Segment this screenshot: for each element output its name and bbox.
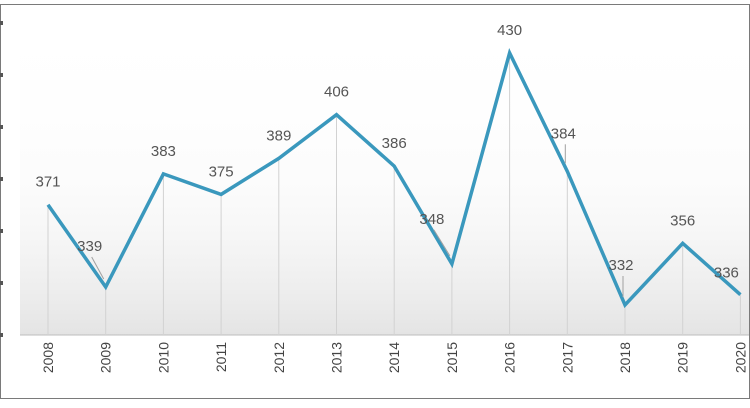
plot-area bbox=[20, 5, 749, 335]
x-tick-label: 2020 bbox=[732, 342, 748, 373]
left-tick-mark bbox=[0, 229, 3, 233]
x-tick-label: 2017 bbox=[559, 342, 575, 373]
x-tick-label: 2012 bbox=[271, 342, 287, 373]
data-label: 386 bbox=[382, 135, 407, 152]
x-axis-tick-labels: 2008 2009 2010 2011 2012 2013 2014 2015 2016 2017… bbox=[40, 342, 748, 373]
label-leader-line bbox=[433, 229, 451, 257]
data-label: 389 bbox=[266, 127, 291, 144]
x-tick-label: 2015 bbox=[444, 342, 460, 373]
data-label: 332 bbox=[608, 257, 633, 274]
x-tick-label: 2018 bbox=[617, 342, 633, 373]
x-tick-label: 2019 bbox=[675, 342, 691, 373]
left-tick-mark bbox=[0, 125, 3, 129]
label-leader-line bbox=[91, 256, 105, 280]
left-tick-mark bbox=[0, 177, 3, 181]
left-tick-mark bbox=[0, 333, 3, 337]
series bbox=[46, 48, 742, 309]
data-label: 383 bbox=[151, 143, 176, 160]
series-line bbox=[46, 48, 742, 309]
data-label: 348 bbox=[419, 211, 444, 228]
data-label: 356 bbox=[670, 212, 695, 229]
left-tick-mark bbox=[0, 21, 3, 25]
data-label: 371 bbox=[35, 174, 60, 191]
x-tick-label: 2011 bbox=[213, 342, 229, 372]
left-tick-mark bbox=[0, 281, 3, 285]
x-tick-label: 2009 bbox=[98, 342, 114, 373]
left-tick-mark bbox=[0, 73, 3, 77]
data-label: 406 bbox=[324, 84, 349, 101]
x-tick-label: 2016 bbox=[502, 342, 518, 373]
drop-lines bbox=[47, 53, 741, 335]
x-tick-label: 2008 bbox=[40, 342, 56, 373]
x-tick-label: 2014 bbox=[386, 342, 402, 373]
data-label: 336 bbox=[714, 265, 739, 282]
x-tick-label: 2013 bbox=[329, 342, 345, 373]
data-labels: 371 339 383 375 389 406 386 348 430 384 332 356 336 bbox=[35, 22, 739, 297]
data-label: 384 bbox=[551, 125, 576, 142]
data-label: 430 bbox=[497, 22, 522, 39]
x-tick-label: 2010 bbox=[155, 342, 171, 373]
data-label: 375 bbox=[209, 163, 234, 180]
left-edge-ticks bbox=[0, 21, 3, 337]
data-label: 339 bbox=[77, 238, 102, 255]
